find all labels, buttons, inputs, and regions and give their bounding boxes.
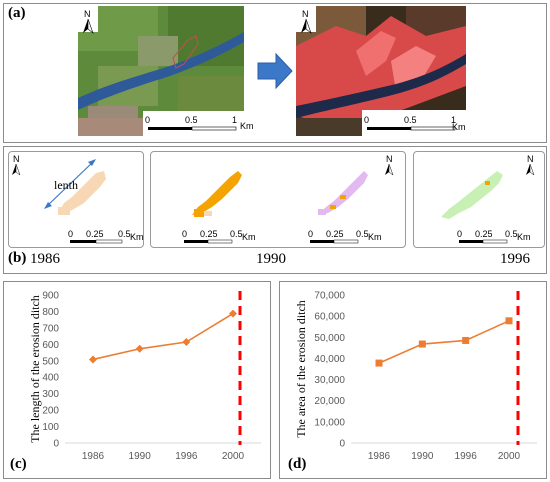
y-tick-label: 500: [42, 356, 59, 367]
svg-text:0.5: 0.5: [404, 115, 417, 125]
x-tick-label: 1996: [175, 451, 198, 462]
svg-text:Km: Km: [452, 122, 466, 132]
svg-text:0.25: 0.25: [326, 229, 344, 239]
svg-text:0: 0: [308, 229, 313, 239]
svg-text:N: N: [386, 154, 393, 164]
y-tick-label: 100: [42, 422, 59, 433]
scale-unit-a-right: Km: [452, 122, 466, 132]
panel-d-label: (d): [288, 456, 307, 472]
data-point: [375, 359, 383, 367]
panel-d-frame: [279, 281, 547, 479]
y-tick-label: 10,000: [314, 417, 345, 428]
transition-arrow-icon: [257, 52, 293, 90]
gully-shape-1986: N lenth 0 0.25 0.5 Km: [12, 154, 144, 244]
y-tick-label: 0: [339, 439, 345, 450]
data-point: [418, 340, 426, 348]
gully-map-1990: [150, 151, 406, 248]
x-tick-label: 1990: [411, 451, 434, 462]
panel-c-label: (c): [10, 456, 27, 472]
x-tick-label: 1986: [368, 451, 391, 462]
panel-b-frame: [3, 146, 547, 274]
x-tick-label: 1996: [455, 451, 478, 462]
satellite-image-after: [296, 6, 466, 136]
svg-text:0: 0: [364, 115, 369, 125]
y-tick-label: 600: [42, 340, 59, 351]
svg-text:0.5: 0.5: [185, 115, 198, 125]
year-label-1996: 1996: [500, 251, 530, 267]
year-label-1990: 1990: [256, 251, 286, 267]
y-tick-label: 700: [42, 323, 59, 334]
data-point: [229, 309, 237, 318]
svg-text:N: N: [84, 9, 91, 19]
x-tick-label: 2000: [498, 451, 521, 462]
svg-text:0.5: 0.5: [505, 229, 518, 239]
svg-text:Km: Km: [368, 232, 382, 242]
svg-text:0: 0: [182, 229, 187, 239]
svg-text:0: 0: [68, 229, 73, 239]
svg-text:0.5: 0.5: [118, 229, 131, 239]
scale-bar-a-left: 0 0.5 1: [145, 115, 237, 131]
y-tick-label: 60,000: [314, 312, 345, 323]
series-line: [92, 312, 234, 361]
y-tick-label: 70,000: [314, 291, 345, 302]
panel-b-label: (b): [8, 250, 27, 266]
series-line: [378, 320, 510, 364]
north-arrow-icon: N: [301, 9, 312, 34]
svg-text:0.25: 0.25: [86, 229, 104, 239]
svg-text:Km: Km: [517, 232, 531, 242]
svg-text:Km: Km: [242, 232, 256, 242]
scale-unit-a-left: Km: [240, 121, 254, 131]
svg-text:N: N: [302, 9, 309, 19]
svg-text:0.5: 0.5: [356, 229, 369, 239]
svg-text:Km: Km: [130, 232, 144, 242]
y-tick-label: 900: [42, 291, 59, 302]
svg-text:0: 0: [457, 229, 462, 239]
area-chart: 0 10,000 20,000 30,000 40,000 50,000 60,000 70,…: [294, 291, 537, 462]
svg-text:0.25: 0.25: [475, 229, 493, 239]
year-label-1986: 1986: [30, 251, 60, 267]
y-axis-title: The area of the erosion ditch: [294, 300, 308, 438]
svg-text:N: N: [13, 154, 20, 164]
x-tick-label: 1990: [129, 451, 152, 462]
svg-text:0.5: 0.5: [230, 229, 243, 239]
x-tick-label: 1986: [82, 451, 105, 462]
svg-text:1: 1: [451, 115, 456, 125]
svg-text:0: 0: [145, 115, 150, 125]
y-tick-label: 30,000: [314, 375, 345, 386]
x-tick-label: 2000: [222, 451, 245, 462]
y-tick-label: 40,000: [314, 354, 345, 365]
svg-text:Km: Km: [240, 121, 254, 131]
y-tick-label: 50,000: [314, 333, 345, 344]
data-point: [505, 317, 513, 325]
svg-text:1: 1: [232, 115, 237, 125]
y-tick-label: 20,000: [314, 396, 345, 407]
svg-text:0.25: 0.25: [200, 229, 218, 239]
panel-c-frame: [3, 281, 271, 479]
satellite-image-before: [78, 6, 244, 136]
north-arrow-icon: N: [83, 9, 94, 34]
svg-text:lenth: lenth: [54, 178, 78, 192]
panel-a-frame: [3, 3, 547, 143]
scale-bar-a-right: 0 0.5 1: [364, 115, 456, 131]
gully-shape-1996: 0 0.25 0.5 Km N: [441, 154, 535, 244]
data-point: [182, 338, 191, 347]
panel-a-label: (a): [8, 5, 26, 21]
gully-shape-1990: 0 0.25 0.5 Km 0 0.25 0.5 Km N: [182, 154, 394, 244]
y-axis-title: The length of the erosion ditch: [28, 295, 42, 443]
y-tick-label: 800: [42, 307, 59, 318]
svg-text:N: N: [527, 154, 534, 164]
length-chart: 0 100 200 300 400 500 600 700 800 900 1986 1990 1996…: [28, 291, 261, 462]
y-tick-label: 0: [53, 439, 59, 450]
y-tick-label: 400: [42, 373, 59, 384]
data-point: [462, 336, 470, 344]
y-tick-label: 300: [42, 389, 59, 400]
data-point: [89, 355, 97, 364]
data-point: [135, 344, 144, 353]
y-tick-label: 200: [42, 406, 59, 417]
